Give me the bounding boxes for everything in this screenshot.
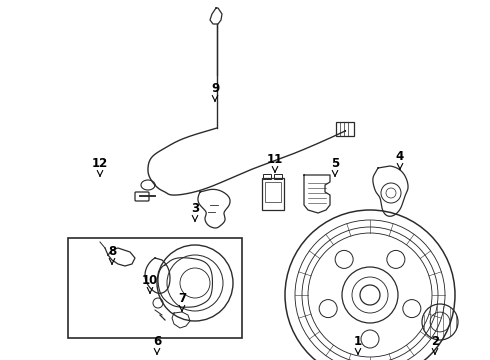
Text: 9: 9	[211, 82, 219, 95]
Text: 11: 11	[267, 153, 283, 166]
Bar	[262, 178, 284, 210]
Text: 3: 3	[191, 202, 199, 215]
Text: 5: 5	[331, 157, 339, 170]
Bar	[263, 174, 271, 179]
Text: 7: 7	[178, 292, 186, 305]
Bar	[265, 182, 281, 202]
Bar	[68, 238, 242, 338]
Text: 6: 6	[153, 335, 161, 348]
Text: 8: 8	[108, 245, 116, 258]
Text: 10: 10	[142, 274, 158, 287]
Bar	[336, 122, 354, 136]
Bar	[274, 174, 282, 179]
Text: 1: 1	[354, 335, 362, 348]
Text: 2: 2	[431, 335, 439, 348]
Text: 12: 12	[92, 157, 108, 170]
Text: 4: 4	[396, 150, 404, 163]
Circle shape	[360, 285, 380, 305]
